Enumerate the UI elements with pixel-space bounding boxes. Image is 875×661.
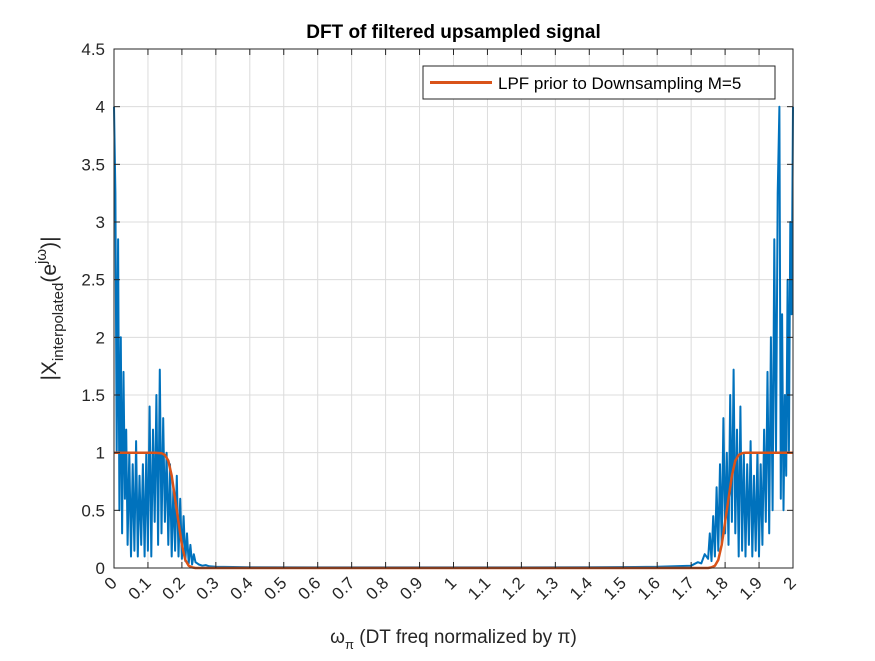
x-tick-label: 1.3 — [532, 573, 562, 603]
y-tick-label: 1 — [96, 444, 105, 463]
x-tick-label: 0.6 — [294, 573, 324, 603]
x-tick-label: 0.8 — [362, 573, 392, 603]
x-axis-label: ωπ (DT freq normalized by π) — [330, 627, 577, 652]
x-tick-label: 1.7 — [668, 573, 698, 603]
y-axis-label-middle: (e — [38, 264, 61, 283]
x-tick-label: 0.4 — [226, 573, 256, 603]
y-tick-label: 0 — [96, 559, 105, 578]
y-tick-label: 4.5 — [81, 40, 105, 59]
x-tick-label: 0.2 — [159, 573, 189, 603]
x-tick-label: 1.9 — [736, 573, 766, 603]
x-axis-label-text: (DT freq normalized by π) — [354, 627, 577, 648]
y-tick-label: 2.5 — [81, 271, 105, 290]
x-tick-label: 0.9 — [396, 573, 426, 603]
chart-title: DFT of filtered upsampled signal — [306, 22, 601, 43]
legend: LPF prior to Downsampling M=5 — [422, 65, 776, 100]
y-tick-label: 2 — [96, 328, 105, 347]
ticks — [113, 48, 794, 569]
y-axis-label-superscript: jω — [33, 249, 50, 265]
y-axis-label-prefix: |X — [38, 361, 61, 380]
y-tick-label: 0.5 — [81, 501, 105, 520]
x-tick-label: 1.1 — [464, 573, 494, 603]
x-tick-label: 2 — [780, 573, 800, 593]
x-tick-label: 0.3 — [193, 573, 223, 603]
grid — [113, 48, 794, 569]
y-axis-label: |Xinterpolated(ejω)| — [33, 236, 67, 380]
x-tick-label: 1.4 — [566, 573, 596, 603]
x-tick-label: 0.7 — [328, 573, 358, 603]
y-tick-label: 3.5 — [81, 155, 105, 174]
x-tick-label: 1.5 — [600, 573, 630, 603]
y-tick-label: 3 — [96, 213, 105, 232]
y-tick-label: 1.5 — [81, 386, 105, 405]
y-tick-label: 4 — [96, 98, 105, 117]
x-tick-label: 1.8 — [702, 573, 732, 603]
x-axis-label-symbol: ω — [330, 627, 345, 648]
x-tick-label: 1.6 — [634, 573, 664, 603]
x-axis-label-subscript: π — [345, 637, 354, 652]
x-tick-label: 0.5 — [260, 573, 290, 603]
x-tick-label: 1.2 — [498, 573, 528, 603]
x-tick-label: 1 — [440, 573, 460, 593]
y-axis-label-subscript: interpolated — [50, 283, 67, 361]
y-axis-label-suffix: )| — [38, 236, 61, 248]
x-tick-label: 0.1 — [125, 573, 155, 603]
legend-label-lpf: LPF prior to Downsampling M=5 — [498, 74, 741, 93]
